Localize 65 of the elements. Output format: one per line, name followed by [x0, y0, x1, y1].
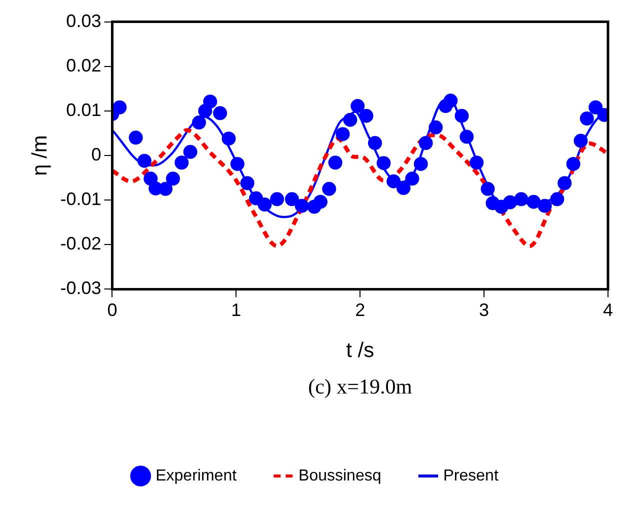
x-tick-label: 2 — [355, 300, 366, 320]
point — [386, 174, 401, 188]
y-tick-label: 0.02 — [66, 55, 102, 76]
point — [230, 156, 244, 171]
point — [574, 134, 588, 148]
point — [258, 198, 272, 212]
point — [444, 94, 458, 108]
point — [538, 198, 552, 213]
point — [503, 195, 518, 210]
point — [112, 100, 127, 114]
point — [368, 136, 382, 150]
point — [313, 194, 328, 209]
point — [137, 154, 152, 168]
x-tick-label: 4 — [602, 300, 613, 320]
legend-label: Present — [443, 467, 499, 484]
point — [480, 182, 495, 196]
point — [183, 144, 198, 159]
point — [470, 156, 484, 170]
x-tick-label: 1 — [231, 300, 242, 320]
point — [336, 127, 350, 142]
point — [405, 172, 420, 186]
point — [428, 120, 443, 134]
point — [566, 156, 580, 171]
point — [192, 116, 206, 130]
point — [418, 136, 433, 150]
y-tick-label: -0.02 — [60, 234, 102, 254]
point — [376, 156, 391, 170]
point — [558, 176, 572, 190]
point — [514, 192, 528, 206]
x-tick-label: 0 — [107, 300, 118, 320]
x-tick-label: 3 — [479, 300, 490, 320]
point — [222, 132, 236, 146]
point — [322, 182, 336, 196]
point — [174, 156, 189, 170]
point — [284, 192, 299, 206]
point — [350, 99, 365, 114]
text: (c) x=19.0m — [308, 374, 412, 399]
point — [213, 106, 228, 120]
legend-label: Experiment — [156, 467, 238, 484]
point — [270, 192, 284, 206]
x-axis-title: t /s — [346, 339, 374, 362]
point — [550, 192, 564, 206]
y-tick-label: 0.03 — [66, 10, 102, 31]
point — [588, 100, 603, 114]
point — [203, 94, 218, 109]
point — [580, 112, 594, 126]
y-tick-label: 0.01 — [66, 100, 102, 120]
point — [460, 130, 474, 144]
point — [240, 176, 254, 190]
point — [396, 181, 410, 196]
y-tick-label: 0 — [91, 144, 102, 164]
point — [343, 112, 358, 127]
point — [158, 182, 173, 196]
point — [526, 194, 541, 209]
point — [128, 130, 143, 145]
point — [359, 108, 374, 123]
point — [294, 198, 309, 213]
point — [454, 108, 469, 123]
point — [166, 172, 180, 186]
point — [328, 156, 342, 170]
legend-label: Boussinesq — [298, 467, 382, 484]
point — [414, 156, 428, 171]
y-tick-label: -0.03 — [60, 278, 102, 298]
y-tick-label: -0.01 — [60, 189, 102, 210]
y-axis-title: η /m — [28, 135, 52, 176]
